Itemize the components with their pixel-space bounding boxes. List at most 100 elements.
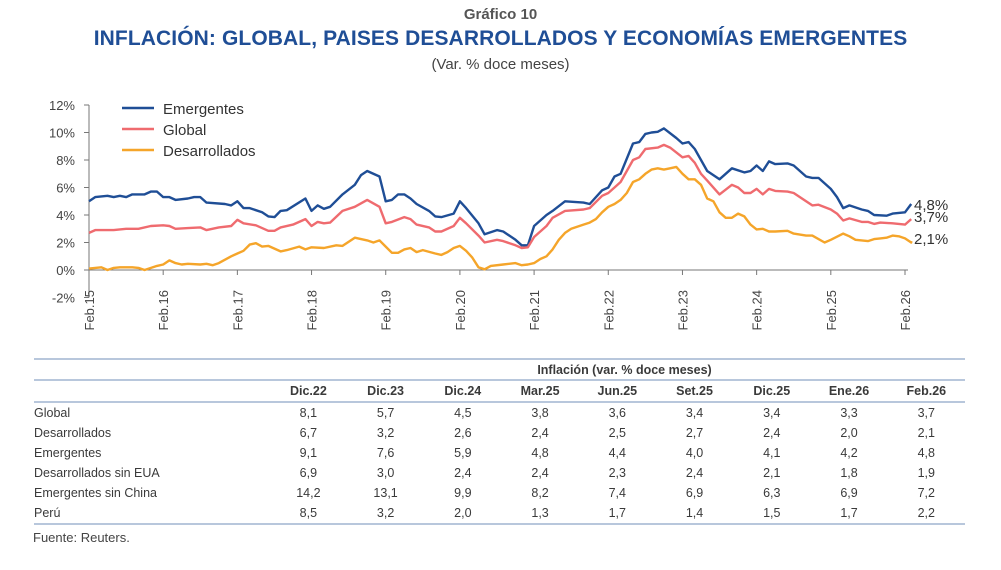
table-cell: 7,6 (376, 446, 395, 460)
table-cell: 8,1 (299, 406, 318, 420)
table-cell: 2,7 (685, 426, 704, 440)
table-cell: 14,2 (296, 486, 321, 500)
series-line-desarrollados (88, 165, 913, 272)
x-tick-label: Feb.25 (824, 290, 839, 330)
table-cell: 3,6 (608, 406, 626, 420)
table-cell: 2,1 (917, 426, 935, 440)
table-row: Emergentes 9,1 7,6 5,9 4,8 4,4 4,0 4,1 4,2 4,8 (34, 443, 965, 463)
table-cell: 3,7 (917, 406, 935, 420)
table-cell: 4,5 (454, 406, 472, 420)
table-cell: 7,2 (917, 486, 935, 500)
table-column-header: Dic.25 (733, 380, 811, 403)
table-cell: 6,9 (299, 466, 318, 480)
table-cell: 2,6 (454, 426, 472, 440)
table-cell: 6,3 (763, 486, 781, 500)
table-cell: 2,4 (531, 426, 549, 440)
table-header-row: Dic.22 Dic.23 Dic.24 Mar.25 Jun.25 Set.25 Dic.… (34, 380, 965, 403)
row-label: Emergentes (34, 446, 102, 460)
table-cell: 6,9 (840, 486, 858, 500)
x-tick-label: Feb.15 (82, 290, 97, 330)
table-cell: 4,8 (917, 446, 935, 460)
table-cell: 2,4 (531, 466, 549, 480)
x-tick-label: Feb.19 (379, 290, 394, 330)
end-value-labels: 4,8%3,7% 2,1% (914, 197, 948, 248)
table-cell: 2,4 (454, 466, 472, 480)
table-cell: 9,9 (454, 486, 472, 500)
x-tick-label: Feb.26 (898, 290, 913, 330)
x-tick-label: Feb.22 (601, 290, 616, 330)
x-tick-label: Feb.17 (230, 290, 245, 330)
table-cell: 5,9 (454, 446, 472, 460)
table-cell: 1,7 (810, 503, 888, 525)
table-cell: 13,1 (373, 486, 398, 500)
x-tick-label: Feb.21 (527, 290, 542, 330)
table-cell: 4,1 (763, 446, 781, 460)
table-cell: 2,4 (763, 426, 781, 440)
series-line-emergentes (88, 127, 913, 247)
table-cell: 5,7 (376, 406, 395, 420)
y-tick-label: 10% (49, 126, 75, 141)
x-tick-label: Feb.23 (675, 290, 690, 330)
table-cell: 8,2 (531, 486, 549, 500)
table-cell: 6,7 (299, 426, 318, 440)
inflation-line-chart: -2% 0% 2% 4% 6% 8% 10% 12% Feb.15 Feb.16 Feb.17 Feb… (49, 98, 948, 330)
table-cell: 1,9 (917, 466, 935, 480)
table-column-header: Ene.26 (810, 380, 888, 403)
x-tick-label: Feb.16 (156, 290, 171, 330)
legend-label: Global (163, 122, 206, 139)
table-cell: 2,3 (608, 466, 626, 480)
table-cell: 1,3 (501, 503, 579, 525)
table-cell: 3,2 (346, 503, 425, 525)
table-cell: 3,0 (376, 466, 395, 480)
x-tick-label: Feb.20 (453, 290, 468, 330)
chart-title: INFLACIÓN: GLOBAL, PAISES DESARROLLADOS … (93, 27, 908, 50)
table-cell: 2,4 (685, 466, 704, 480)
table-column-header: Jun.25 (578, 380, 656, 403)
end-value-label: 2,1% (914, 231, 948, 248)
row-label: Desarrollados sin EUA (34, 466, 160, 480)
source-note: Fuente: Reuters. (33, 530, 130, 545)
chart-series (88, 127, 913, 272)
y-tick-label: 0% (56, 263, 75, 278)
chart-axes: -2% 0% 2% 4% 6% 8% 10% 12% Feb.15 Feb.16 Feb.17 Feb… (49, 98, 913, 330)
legend-label: Desarrollados (163, 143, 256, 160)
y-tick-label: 8% (56, 153, 75, 168)
table-cell: 1,8 (840, 466, 858, 480)
table-column-header: Feb.26 (887, 380, 965, 403)
table-cell: 4,8 (531, 446, 549, 460)
table-cell: 2,0 (424, 503, 502, 525)
table-cell: 3,3 (840, 406, 858, 420)
table-cell: 6,9 (685, 486, 704, 500)
table-cell: 7,4 (608, 486, 626, 500)
table-cell: 4,4 (608, 446, 626, 460)
series-line-global (88, 143, 912, 250)
table-column-header: Set.25 (655, 380, 734, 403)
table-caption: Inflación (var. % doce meses) (34, 358, 965, 381)
chart-subtitle: (Var. % doce meses) (431, 56, 570, 73)
figure-number: Gráfico 10 (463, 6, 538, 23)
table-body: Global 8,1 5,7 4,5 3,8 3,6 3,4 3,4 3,3 3,7 Desarro… (34, 402, 965, 525)
table-row: Perú 8,5 3,2 2,0 1,3 1,7 1,4 1,5 1,7 2,2 (34, 503, 965, 525)
y-tick-label: 12% (49, 98, 75, 113)
end-value-label: 3,7% (914, 209, 948, 226)
y-tick-label: 2% (56, 236, 75, 251)
table-row: Global 8,1 5,7 4,5 3,8 3,6 3,4 3,4 3,3 3,7 (34, 402, 965, 423)
x-tick-label: Feb.18 (305, 290, 320, 330)
table-cell: 3,8 (531, 406, 549, 420)
table-row: Desarrollados 6,7 3,2 2,6 2,4 2,5 2,7 2,4 2,0 2,1 (34, 423, 965, 443)
table-cell: 1,7 (578, 503, 656, 525)
table-cell: 1,5 (733, 503, 811, 525)
table-cell: 3,4 (685, 406, 704, 420)
table-cell: 9,1 (299, 446, 318, 460)
row-label: Desarrollados (34, 426, 112, 440)
table-cell: 2,1 (763, 466, 781, 480)
table-cell: 4,2 (840, 446, 858, 460)
chart-legend: Emergentes Global Desarrollados (122, 101, 256, 160)
inflation-table: Inflación (var. % doce meses) Dic.22 Dic.… (34, 358, 965, 525)
table-cell: 1,4 (655, 503, 734, 525)
end-value-label: 4,8% (914, 197, 948, 214)
y-tick-label: 6% (56, 181, 75, 196)
table-column-header: Dic.24 (424, 380, 502, 403)
table-cell: 2,5 (608, 426, 626, 440)
y-tick-label: 4% (56, 208, 75, 223)
